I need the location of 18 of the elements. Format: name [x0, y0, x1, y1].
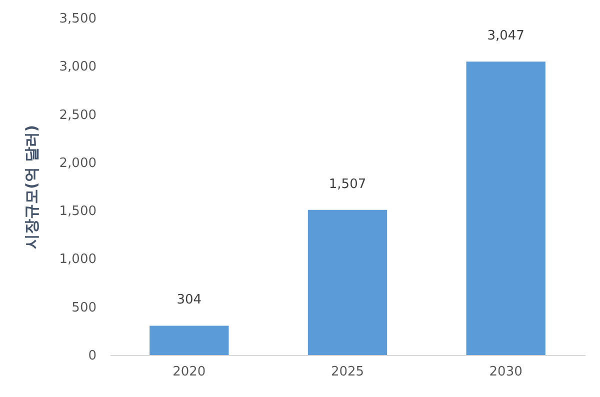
x-tick-label: 2030: [489, 364, 522, 380]
x-tick-label: 2020: [172, 364, 206, 380]
y-tick-label: 500: [72, 300, 96, 316]
y-tick-label: 3,000: [59, 60, 96, 75]
y-tick-label: 1,500: [59, 204, 96, 220]
data-label: 1,507: [328, 176, 366, 192]
data-label: 3,047: [487, 28, 524, 44]
y-tick-label: 2,500: [59, 108, 96, 123]
x-tick-label: 2025: [330, 364, 364, 380]
bar: [308, 210, 388, 355]
y-tick-label: 3,500: [59, 12, 96, 26]
y-axis-title: 시장규모(억 달러): [22, 125, 40, 249]
y-tick-label: 1,000: [59, 252, 96, 268]
y-tick-label: 0: [88, 348, 96, 364]
bar: [466, 62, 546, 355]
bar: [150, 326, 229, 355]
data-label: 304: [176, 292, 202, 308]
y-tick-label: 2,000: [59, 156, 96, 171]
